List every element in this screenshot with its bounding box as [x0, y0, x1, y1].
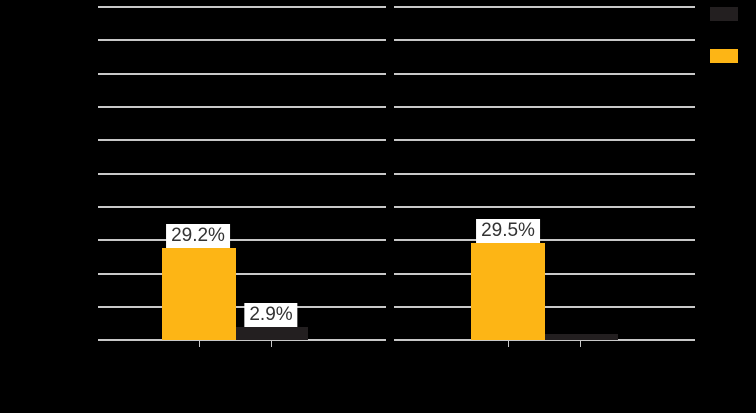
gridline-30	[394, 239, 695, 241]
gridline-20	[98, 273, 386, 275]
chart-panel-1: 29.2% 2.9%	[98, 0, 386, 350]
gridline-50	[394, 173, 695, 175]
bar-panel1-series-a	[162, 248, 236, 340]
baseline	[394, 339, 695, 341]
gridline-10	[98, 306, 386, 308]
gridline-70	[98, 106, 386, 108]
bar-panel2-series-b	[545, 334, 618, 340]
bar-panel2-series-a	[471, 243, 545, 340]
x-tick-2	[580, 341, 581, 347]
gridline-40	[394, 206, 695, 208]
data-label-panel2-a: 29.5%	[476, 219, 540, 243]
legend-swatch-series-b	[710, 7, 738, 21]
x-tick-1	[199, 341, 200, 347]
baseline	[98, 339, 386, 341]
gridline-50	[98, 173, 386, 175]
gridline-40	[98, 206, 386, 208]
gridline-100	[394, 6, 695, 8]
bar-panel1-series-b	[236, 327, 308, 340]
data-label-panel1-b: 2.9%	[244, 303, 298, 327]
gridline-60	[98, 139, 386, 141]
legend-swatch-series-a	[710, 49, 738, 63]
gridline-80	[394, 73, 695, 75]
gridline-70	[394, 106, 695, 108]
gridline-80	[98, 73, 386, 75]
gridline-30	[98, 239, 386, 241]
chart-panel-2: 29.5%	[394, 0, 695, 350]
gridline-60	[394, 139, 695, 141]
gridline-90	[98, 39, 386, 41]
x-tick-2	[271, 341, 272, 347]
gridline-100	[98, 6, 386, 8]
gridline-90	[394, 39, 695, 41]
data-label-panel1-a: 29.2%	[166, 224, 230, 248]
x-tick-1	[508, 341, 509, 347]
